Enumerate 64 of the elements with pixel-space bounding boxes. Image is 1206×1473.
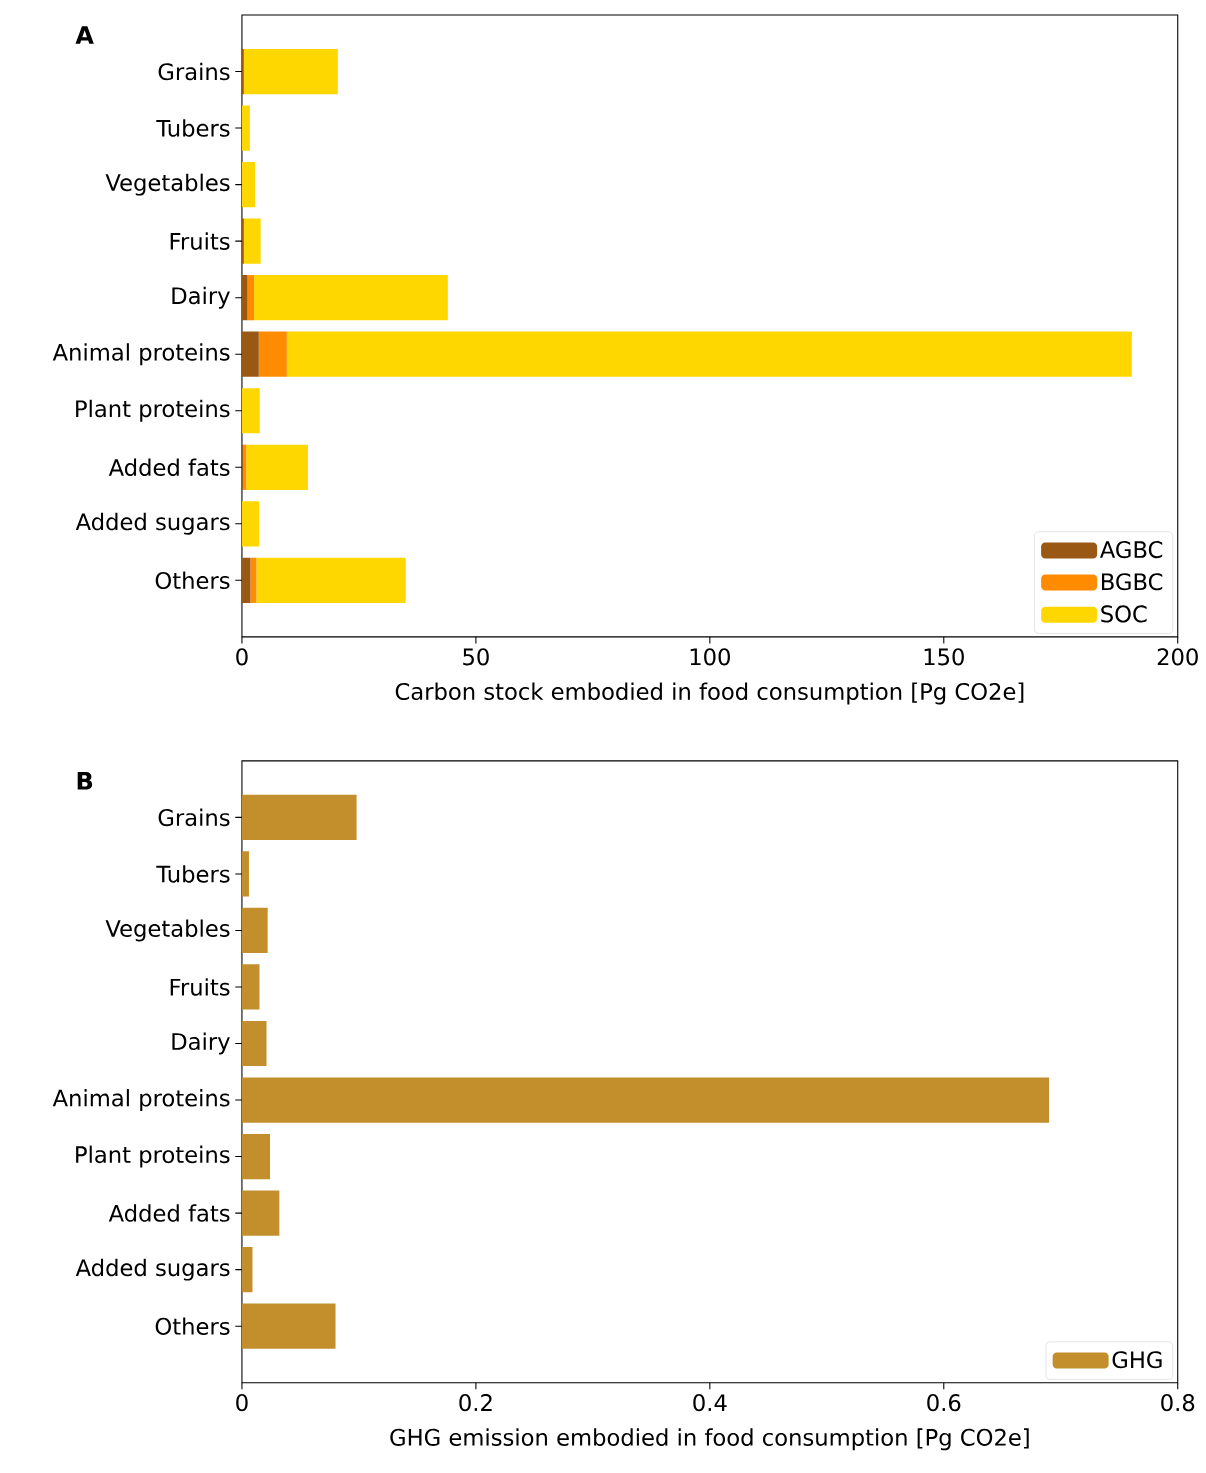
y-tick-label: Dairy xyxy=(172,1032,230,1055)
y-tick-label: Others xyxy=(155,1317,230,1335)
bar xyxy=(241,1020,267,1067)
y-tick-label: Grains xyxy=(158,808,230,827)
x-tick-label: 150 xyxy=(924,648,964,666)
x-tick-label: 0.2 xyxy=(459,1394,492,1412)
bar xyxy=(247,275,254,321)
bar xyxy=(241,275,248,321)
bar xyxy=(241,501,260,547)
bar xyxy=(241,907,268,954)
y-tick-label: Added sugars xyxy=(75,512,230,535)
legend-label: BGBC xyxy=(1101,573,1163,591)
y-tick-label: Added fats xyxy=(108,458,230,477)
legend-label: GHG xyxy=(1112,1351,1162,1369)
y-tick-label: Dairy xyxy=(172,286,230,309)
y-tick-label: Vegetables xyxy=(105,173,230,196)
y-tick-label: Fruits xyxy=(170,978,230,996)
y-tick-label: Grains xyxy=(158,62,230,81)
x-tick-label: 200 xyxy=(1157,648,1198,666)
bar xyxy=(241,1190,280,1236)
y-tick-label: Fruits xyxy=(170,232,230,250)
chart-title: A xyxy=(75,26,94,44)
bar xyxy=(241,1133,270,1180)
bar xyxy=(253,275,448,321)
bar xyxy=(241,851,249,897)
x-tick-label: 100 xyxy=(690,648,730,666)
bar xyxy=(241,331,259,377)
x-tick-label: 0.4 xyxy=(693,1394,727,1412)
bar xyxy=(243,218,261,264)
y-tick-label: Tubers xyxy=(156,119,230,137)
bar xyxy=(241,105,250,151)
bar xyxy=(241,161,255,208)
y-tick-label: Plant proteins xyxy=(75,399,230,422)
legend-label: AGBC xyxy=(1099,541,1162,559)
chart-title: B xyxy=(77,772,92,790)
bar xyxy=(241,1247,253,1293)
bar xyxy=(241,794,357,840)
bar xyxy=(286,331,1132,377)
y-tick-label: Plant proteins xyxy=(75,1145,230,1168)
x-tick-label: 0.6 xyxy=(927,1394,961,1412)
bar xyxy=(241,964,260,1010)
y-tick-label: Animal proteins xyxy=(52,1089,230,1111)
bar xyxy=(245,444,308,490)
y-tick-label: Vegetables xyxy=(105,919,230,942)
bar xyxy=(256,557,406,603)
bar xyxy=(250,557,257,603)
y-tick-label: Added fats xyxy=(108,1204,230,1222)
bar xyxy=(243,48,338,95)
y-tick-label: Animal proteins xyxy=(52,343,230,366)
bar xyxy=(258,331,287,377)
y-tick-label: Tubers xyxy=(156,865,230,883)
bar xyxy=(241,388,260,434)
bar xyxy=(241,557,251,603)
legend-label: SOC xyxy=(1101,605,1147,623)
bar xyxy=(241,1077,1049,1123)
x-axis-title: Carbon stock embodied in food consumption [Pg CO2e] xyxy=(395,682,1024,705)
x-axis-title: GHG emission embodied in food consumption [Pg CO2e] xyxy=(390,1428,1029,1451)
x-tick-label: 0.8 xyxy=(1161,1394,1195,1412)
bar xyxy=(241,1303,336,1349)
x-tick-label: 0 xyxy=(236,1394,248,1412)
y-tick-label: Added sugars xyxy=(75,1258,230,1281)
y-tick-label: Others xyxy=(155,571,230,590)
x-tick-label: 50 xyxy=(463,648,489,666)
x-tick-label: 0 xyxy=(236,648,248,666)
